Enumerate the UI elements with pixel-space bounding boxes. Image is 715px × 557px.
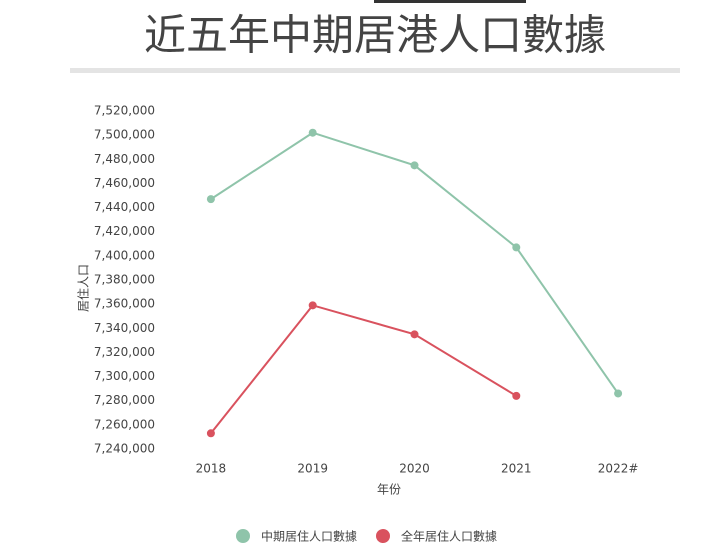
y-tick-label: 7,380,000 <box>94 273 155 287</box>
x-tick-label: 2020 <box>399 462 430 476</box>
data-point <box>512 243 521 252</box>
data-point <box>308 128 317 137</box>
y-tick-label: 7,400,000 <box>94 248 155 262</box>
series-line <box>210 131 619 395</box>
data-point <box>206 195 215 204</box>
top-bar <box>374 0 526 3</box>
y-tick-label: 7,500,000 <box>94 128 155 142</box>
data-point <box>206 429 215 438</box>
title-rule <box>70 68 680 73</box>
y-tick-label: 7,260,000 <box>94 417 155 431</box>
data-point <box>410 161 419 170</box>
data-point <box>410 330 419 339</box>
y-tick-label: 7,360,000 <box>94 297 155 311</box>
y-tick-label: 7,240,000 <box>94 442 155 456</box>
series-line <box>210 304 517 434</box>
x-tick-label: 2019 <box>297 462 328 476</box>
y-tick-label: 7,340,000 <box>94 321 155 335</box>
chart-title: 近五年中期居港人口數據 <box>144 11 606 60</box>
y-axis-label: 居住人口 <box>77 264 91 312</box>
y-tick-label: 7,320,000 <box>94 345 155 359</box>
y-tick-label: 7,440,000 <box>94 200 155 214</box>
legend-marker <box>376 529 390 543</box>
data-point <box>512 391 521 400</box>
y-tick-label: 7,420,000 <box>94 224 155 238</box>
y-tick-label: 7,280,000 <box>94 393 155 407</box>
data-point <box>614 389 623 398</box>
x-tick-label: 2022# <box>598 462 639 476</box>
y-tick-label: 7,300,000 <box>94 369 155 383</box>
data-point <box>308 301 317 310</box>
legend-label: 全年居住人口數據 <box>401 529 497 544</box>
x-tick-label: 2018 <box>196 462 227 476</box>
y-tick-label: 7,480,000 <box>94 152 155 166</box>
y-tick-label: 7,460,000 <box>94 176 155 190</box>
legend-marker <box>236 529 250 543</box>
y-tick-label: 7,520,000 <box>94 104 155 118</box>
x-tick-label: 2021 <box>501 462 532 476</box>
legend-label: 中期居住人口數據 <box>261 529 357 544</box>
x-axis-label: 年份 <box>377 483 401 497</box>
